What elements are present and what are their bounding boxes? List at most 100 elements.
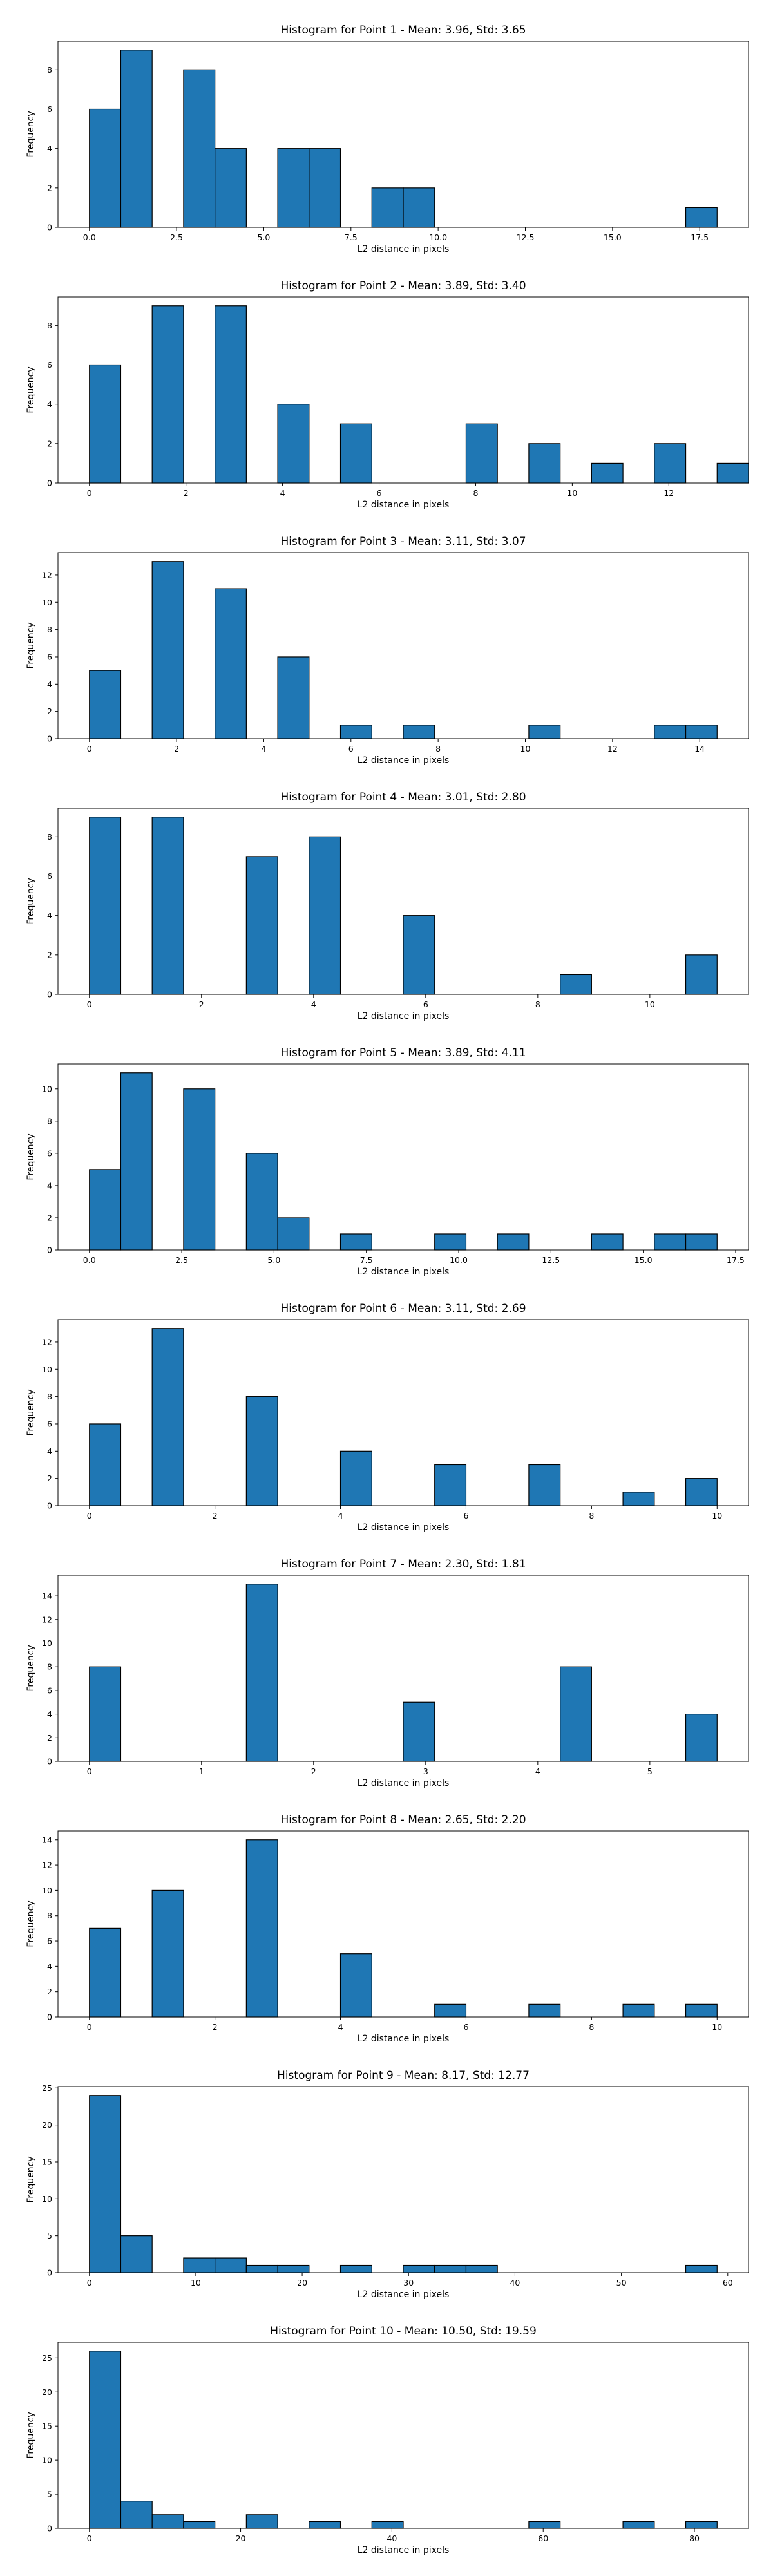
x-tick-label: 0 [87, 1766, 92, 1776]
chart-title: Histogram for Point 2 - Mean: 3.89, Std:… [280, 279, 526, 292]
x-tick-label: 20 [236, 2533, 246, 2543]
plot-frame [57, 552, 749, 739]
y-tick-label: 4 [47, 679, 52, 689]
histogram-bar [403, 724, 435, 739]
y-tick-label: 8 [47, 625, 52, 634]
y-tick-label: 0 [47, 2524, 52, 2533]
histogram-bar [151, 1328, 184, 1506]
y-tick-label: 0 [47, 2268, 52, 2278]
x-tick-label: 10 [645, 999, 655, 1009]
x-tick-label: 14 [694, 744, 705, 753]
histogram-bar [215, 305, 247, 484]
bars [89, 1072, 718, 1251]
x-tick-label: 4 [261, 744, 266, 753]
x-tick-label: 6 [423, 999, 428, 1009]
bars [89, 1328, 718, 1506]
y-axis-label: Frequency [26, 1389, 36, 1435]
y-tick-label: 6 [47, 1685, 52, 1695]
y-axis-label: Frequency [26, 1645, 36, 1691]
y-tick-label: 4 [47, 399, 52, 409]
histogram-bar [245, 2514, 278, 2529]
histogram-bar [309, 148, 341, 228]
x-tick-label: 10 [712, 1511, 722, 1520]
x-tick-label: 0 [87, 2022, 92, 2032]
histogram-bar [339, 1953, 372, 2018]
histogram-bar [654, 724, 687, 739]
x-tick-label: 6 [463, 1511, 468, 1520]
y-tick-label: 0 [47, 1757, 52, 1766]
histogram-bar [434, 2003, 467, 2018]
histogram-bar [89, 817, 122, 995]
histogram-bar [403, 1701, 435, 1762]
x-tick-label: 40 [510, 2278, 520, 2287]
y-axis-label: Frequency [26, 622, 36, 668]
bars [89, 1839, 718, 2018]
y-tick-label: 10 [42, 598, 52, 607]
x-tick-label: 4 [535, 1766, 540, 1776]
histogram-bar [685, 954, 718, 995]
bars [89, 561, 718, 739]
histogram-bar [685, 207, 718, 228]
y-tick-label: 0 [47, 1245, 52, 1255]
x-tick-label: 20 [297, 2278, 307, 2287]
histogram-bar [560, 1666, 592, 1762]
y-tick-label: 8 [47, 1392, 52, 1401]
bars [89, 50, 718, 228]
x-tick-label: 80 [689, 2533, 700, 2543]
histogram-bar [120, 50, 153, 228]
x-tick-label: 2.5 [175, 1255, 188, 1265]
x-tick-label: 4 [280, 488, 285, 498]
histogram-bar [183, 2257, 216, 2273]
histogram-bar [560, 974, 592, 995]
histogram-bar [215, 2257, 247, 2273]
histogram-bar [685, 2264, 718, 2273]
histogram-bar [403, 2264, 435, 2273]
y-axis-label: Frequency [26, 878, 36, 924]
histogram-bar [654, 443, 687, 484]
y-tick-label: 2 [47, 1213, 52, 1222]
y-tick-label: 0 [47, 2012, 52, 2022]
chart-title: Histogram for Point 7 - Mean: 2.30, Std:… [280, 1558, 526, 1571]
histogram-bar [245, 856, 278, 995]
histogram-bar [685, 724, 718, 739]
x-tick-label: 2 [311, 1766, 316, 1776]
x-tick-label: 7.5 [345, 232, 358, 242]
x-tick-label: 0 [87, 2278, 92, 2287]
histogram-bar [89, 1423, 122, 1506]
x-tick-label: 60 [723, 2278, 733, 2287]
y-tick-label: 14 [42, 1591, 52, 1601]
x-axis-label: L2 distance in pixels [358, 1267, 450, 1277]
chart-title: Histogram for Point 1 - Mean: 3.96, Std:… [280, 24, 526, 37]
histogram-bar [89, 364, 122, 484]
x-tick-label: 2.5 [170, 232, 183, 242]
y-tick-label: 6 [47, 1148, 52, 1158]
histogram-bar [528, 2003, 561, 2018]
y-tick-label: 6 [47, 652, 52, 661]
bars [89, 817, 718, 995]
x-axis-label: L2 distance in pixels [358, 2034, 450, 2044]
x-tick-label: 2 [184, 488, 189, 498]
y-tick-label: 12 [42, 1615, 52, 1624]
histogram-bar [403, 915, 435, 995]
histogram-bar [277, 2264, 310, 2273]
histogram-bar [528, 2521, 561, 2529]
y-tick-label: 15 [42, 2421, 52, 2431]
y-tick-label: 14 [42, 1835, 52, 1844]
plot-frame [57, 296, 749, 484]
y-tick-label: 12 [42, 1861, 52, 1870]
x-tick-label: 0.0 [83, 232, 96, 242]
histogram-bar [654, 1233, 687, 1251]
y-tick-label: 0 [47, 1501, 52, 1511]
y-tick-label: 2 [47, 1987, 52, 1996]
histogram-bar [120, 2501, 153, 2529]
histogram-bar [120, 1072, 153, 1251]
y-tick-label: 4 [47, 1709, 52, 1719]
x-tick-label: 8 [473, 488, 478, 498]
x-tick-label: 50 [616, 2278, 627, 2287]
x-tick-label: 2 [213, 1511, 218, 1520]
y-tick-label: 8 [47, 832, 52, 842]
y-tick-label: 0 [47, 734, 52, 744]
x-tick-label: 8 [589, 2022, 594, 2032]
plot-frame [57, 1063, 749, 1251]
histogram-bar [89, 2351, 122, 2529]
